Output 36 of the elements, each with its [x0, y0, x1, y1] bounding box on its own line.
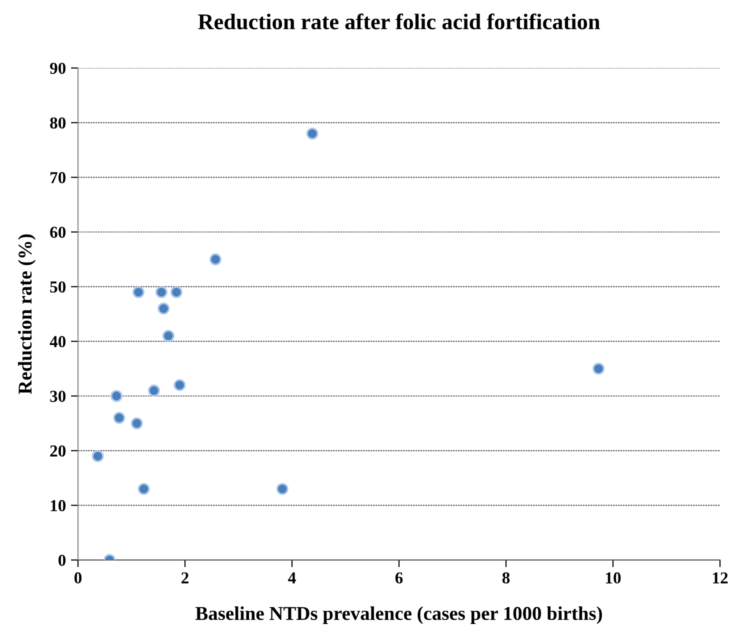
- point: [170, 286, 182, 298]
- point: [110, 390, 123, 402]
- y-tick-label: 80: [50, 117, 66, 129]
- point: [132, 286, 144, 298]
- point: [148, 384, 160, 397]
- y-tick-label: 60: [50, 226, 66, 238]
- x-tick-label: 8: [502, 572, 510, 584]
- point: [174, 379, 186, 392]
- point: [592, 362, 605, 375]
- y-tick-label: 20: [50, 445, 66, 457]
- point: [138, 482, 150, 495]
- point: [210, 253, 222, 266]
- y-tick-label: 40: [50, 336, 66, 348]
- x-axis-title: Baseline NTDs prevalence (cases per 1000 births): [196, 606, 602, 624]
- x-tick-label: 2: [182, 572, 188, 584]
- point: [92, 450, 104, 462]
- point: [162, 330, 174, 342]
- point: [276, 482, 288, 495]
- chart-title: Reduction rate after folic acid fortification: [198, 13, 600, 30]
- point: [155, 286, 168, 298]
- y-tick-label: 90: [50, 62, 66, 74]
- y-tick-label: 70: [50, 172, 66, 184]
- x-tick-label: 0: [74, 572, 82, 584]
- x-tick-label: 12: [713, 572, 728, 584]
- point: [113, 412, 126, 424]
- y-tick-label: 10: [50, 500, 66, 512]
- point: [306, 128, 318, 140]
- y-tick-label: 0: [58, 554, 66, 566]
- y-tick-label: 30: [50, 390, 66, 402]
- point: [130, 417, 143, 430]
- x-tick-label: 6: [395, 572, 403, 584]
- point: [158, 302, 170, 315]
- x-tick-label: 10: [606, 572, 621, 584]
- y-axis-title: Reduction rate (%): [18, 234, 36, 394]
- y-tick-label: 50: [50, 281, 66, 293]
- x-tick-label: 4: [288, 572, 296, 584]
